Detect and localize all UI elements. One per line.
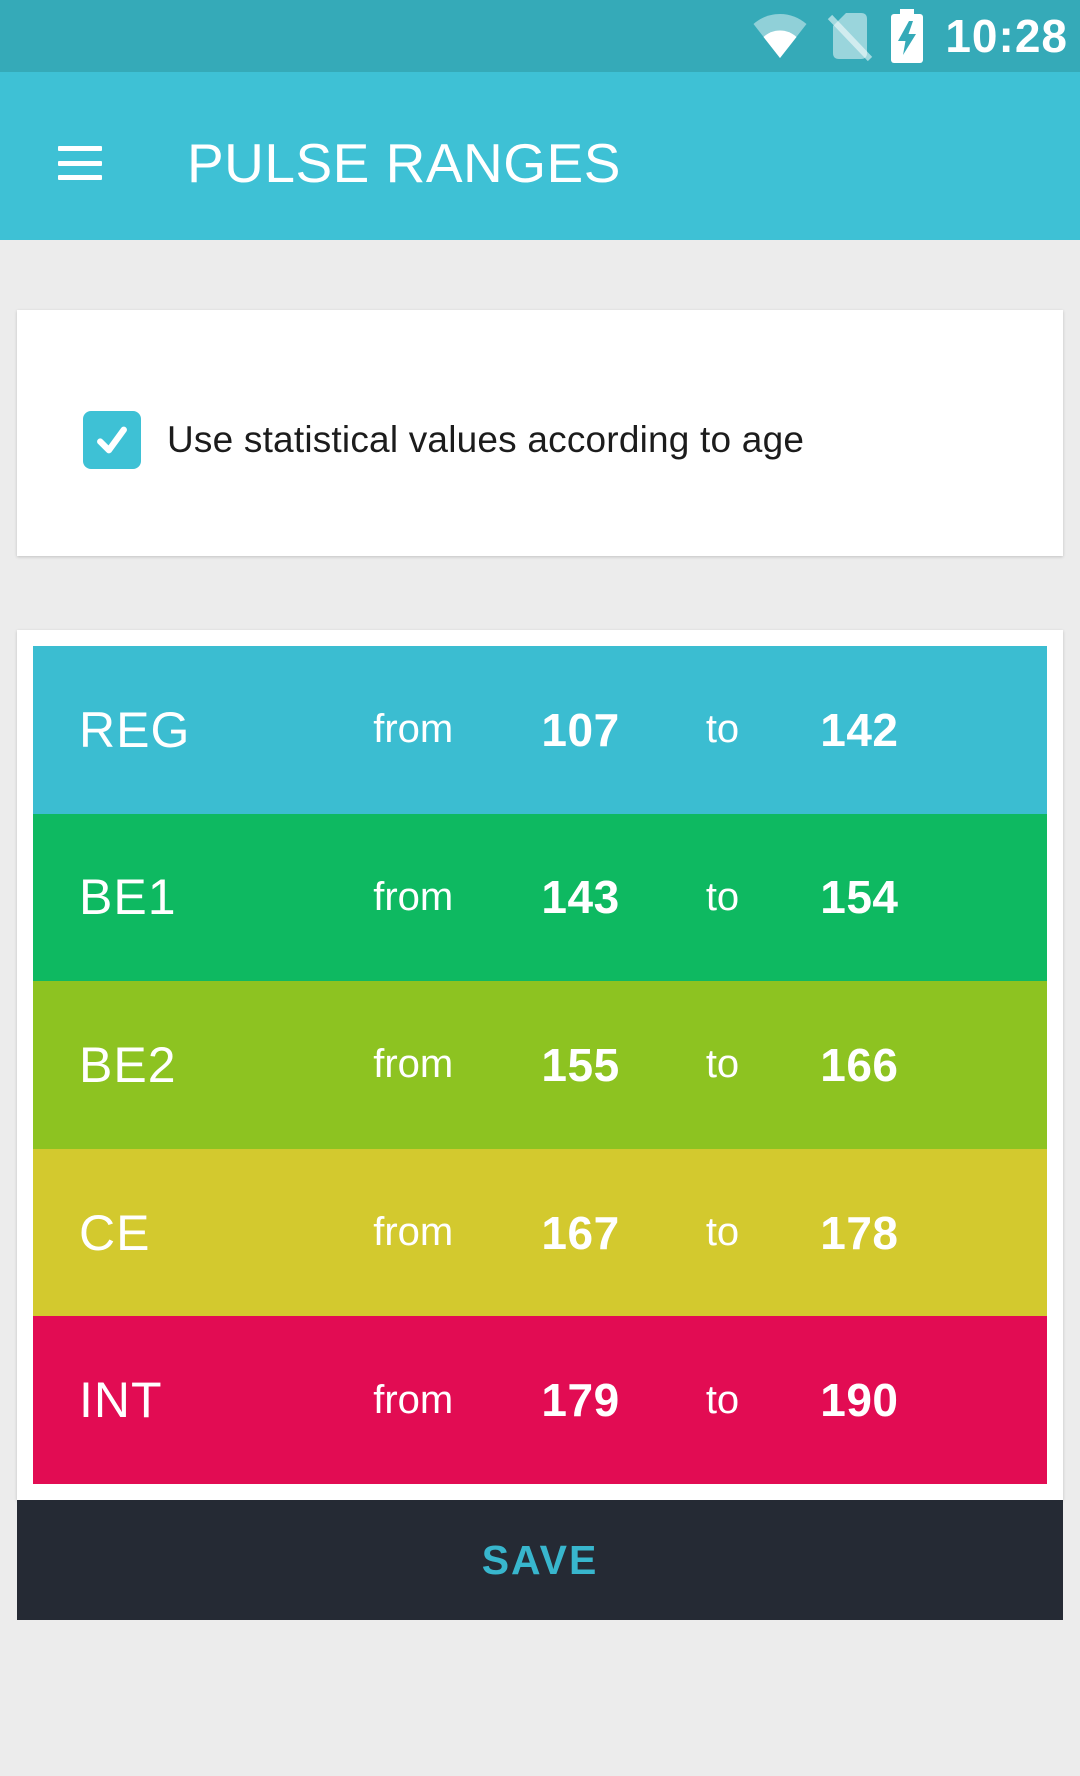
to-value: 190	[820, 1374, 899, 1427]
app-bar: PULSE RANGES	[0, 72, 1080, 240]
to-label: to	[705, 707, 740, 752]
range-name: BE2	[79, 1036, 177, 1093]
from-label: from	[373, 707, 454, 752]
from-label: from	[373, 1377, 454, 1422]
to-value: 178	[820, 1206, 899, 1259]
range-name: INT	[79, 1372, 163, 1429]
save-button[interactable]: SAVE	[17, 1500, 1063, 1620]
from-value: 179	[541, 1374, 620, 1427]
checkmark-icon	[97, 426, 127, 454]
pulse-ranges-table: REG from 107 to 142 BE1 from 143 to 154 …	[17, 630, 1063, 1500]
to-label: to	[705, 874, 740, 919]
to-value: 142	[820, 703, 899, 756]
battery-charging-icon	[891, 9, 924, 63]
range-name: CE	[79, 1204, 151, 1261]
checkbox-label: Use statistical values according to age	[167, 419, 805, 460]
save-button-label: SAVE	[481, 1536, 599, 1583]
range-name: REG	[79, 701, 191, 758]
from-value: 167	[541, 1206, 620, 1259]
to-value: 154	[820, 871, 899, 924]
to-label: to	[705, 1042, 740, 1087]
statistical-values-card[interactable]: Use statistical values according to age	[17, 310, 1063, 556]
to-value: 166	[820, 1038, 899, 1091]
no-sim-icon	[828, 13, 873, 62]
from-value: 143	[541, 871, 620, 924]
from-label: from	[373, 1210, 454, 1255]
from-label: from	[373, 1042, 454, 1087]
from-value: 107	[541, 703, 620, 756]
use-statistical-values-checkbox[interactable]	[83, 411, 141, 469]
pulse-range-row-int[interactable]: INT from 179 to 190	[33, 1316, 1047, 1484]
from-label: from	[373, 874, 454, 919]
clock: 10:28	[945, 10, 1068, 62]
from-value: 155	[541, 1038, 620, 1091]
pulse-range-row-be2[interactable]: BE2 from 155 to 166	[33, 981, 1047, 1149]
to-label: to	[705, 1210, 740, 1255]
pulse-range-row-be1[interactable]: BE1 from 143 to 154	[33, 813, 1047, 982]
to-label: to	[705, 1377, 740, 1422]
pulse-range-row-ce[interactable]: CE from 167 to 178	[33, 1148, 1047, 1317]
status-bar: 10:28	[0, 0, 1080, 72]
hamburger-menu-icon[interactable]	[58, 146, 102, 180]
range-name: BE1	[79, 869, 177, 926]
pulse-range-row-reg[interactable]: REG from 107 to 142	[33, 646, 1047, 814]
wifi-icon	[753, 14, 807, 58]
page-title: PULSE RANGES	[187, 132, 621, 194]
